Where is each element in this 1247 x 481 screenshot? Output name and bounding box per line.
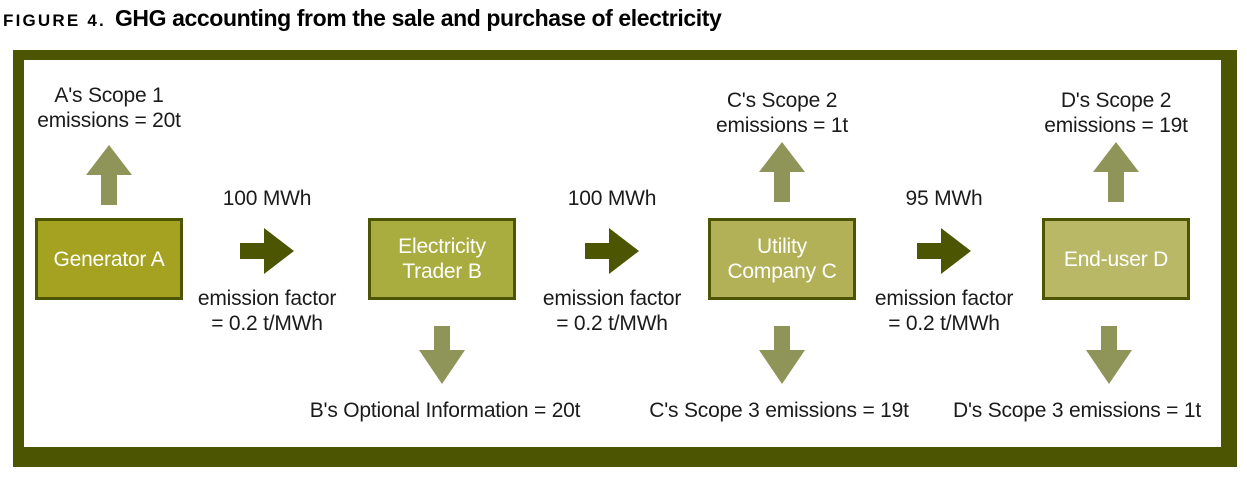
scope-label-a: A's Scope 1 emissions = 20t: [37, 84, 181, 132]
down-arrow-icon: [759, 326, 805, 384]
right-arrow-icon: [240, 228, 294, 274]
scope3-label-c: C's Scope 3 emissions = 19t: [649, 399, 909, 422]
figure-number: FIGURE 4.: [3, 11, 106, 30]
flow-b-to-c: 100 MWh emission factor = 0.2 t/MWh: [527, 186, 697, 344]
optional-info-label-b: B's Optional Information = 20t: [309, 399, 581, 422]
up-arrow-icon: [86, 145, 132, 205]
scope3-label-d: D's Scope 3 emissions = 1t: [952, 399, 1201, 422]
scope-label-c: C's Scope 2 emissions = 1t: [715, 89, 848, 137]
emission-factor-label: emission factor = 0.2 t/MWh: [197, 287, 337, 335]
flow-amount: 100 MWh: [567, 187, 657, 210]
figure-title-text: GHG accounting from the sale and purchas…: [114, 5, 722, 31]
entity-box-electricity-trader-b: Electricity Trader B: [368, 218, 516, 300]
figure-title: FIGURE 4. GHG accounting from the sale a…: [3, 5, 722, 32]
right-arrow-icon: [585, 228, 639, 274]
entity-box-utility-company-c: Utility Company C: [708, 218, 856, 300]
emission-factor-label: emission factor = 0.2 t/MWh: [542, 287, 682, 335]
flow-amount: 95 MWh: [905, 187, 983, 210]
emission-factor-label: emission factor = 0.2 t/MWh: [874, 287, 1014, 335]
up-arrow-icon: [759, 142, 805, 202]
flow-a-to-b: 100 MWh emission factor = 0.2 t/MWh: [182, 186, 352, 344]
up-arrow-icon: [1093, 142, 1139, 202]
flow-c-to-d: 95 MWh emission factor = 0.2 t/MWh: [859, 186, 1029, 344]
down-arrow-icon: [419, 326, 465, 384]
scope-label-d: D's Scope 2 emissions = 19t: [1044, 89, 1188, 137]
entity-box-end-user-d: End-user D: [1042, 218, 1190, 300]
flow-amount: 100 MWh: [222, 187, 312, 210]
right-arrow-icon: [917, 228, 971, 274]
entity-box-generator-a: Generator A: [35, 218, 183, 300]
down-arrow-icon: [1086, 326, 1132, 384]
diagram-frame: A's Scope 1 emissions = 20t C's Scope 2 …: [13, 50, 1237, 467]
